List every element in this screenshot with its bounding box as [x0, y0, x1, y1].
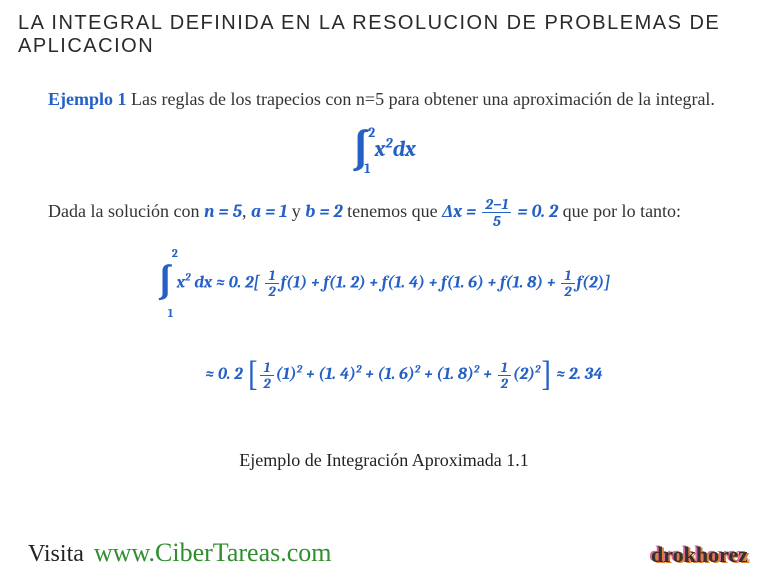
solution-suffix: que por lo tanto:: [558, 201, 681, 221]
delta-value: 0. 2: [532, 201, 558, 222]
eq1-int-lower: 1: [168, 299, 174, 328]
eq2-prefix: ≈ 0. 2: [205, 365, 246, 384]
visita-label: Visita: [28, 541, 84, 567]
example-intro: Ejemplo 1 Las reglas de los trapecios co…: [48, 86, 720, 112]
eq2-t1: (1): [276, 365, 297, 384]
sep1: ,: [242, 201, 251, 221]
integrand-exp: 2: [385, 135, 392, 152]
example-label: Ejemplo 1: [48, 89, 127, 109]
eq2-half1-den: 2: [260, 376, 273, 391]
solution-paragraph: Dada la solución con n = 5, a = 1 y b = …: [48, 193, 720, 230]
eq2-result: ≈ 2. 34: [553, 365, 603, 384]
sep2: y: [287, 201, 305, 221]
eq2-half1-num: 1: [260, 360, 273, 376]
figure-caption: Ejemplo de Integración Aproximada 1.1: [48, 450, 720, 471]
example-intro-text: Las reglas de los trapecios con n=5 para…: [127, 89, 715, 109]
delta-x: Δx = 2−15 =: [442, 201, 532, 222]
eq1-half2-num: 1: [561, 268, 574, 284]
n-expression: n = 5: [204, 201, 242, 222]
eq2-half2-num: 1: [498, 360, 511, 376]
eq1-half1-den: 2: [265, 284, 278, 299]
eq1-var: x: [177, 273, 185, 292]
a-expression: a = 1: [251, 201, 287, 222]
footer: Visita www.CiberTareas.com drokhorez dro…: [0, 538, 768, 568]
integrand-dx: dx: [393, 136, 416, 162]
eq2-t5: +: [479, 365, 495, 384]
eq2-t2: + (1. 4): [302, 365, 356, 384]
page-title: LA INTEGRAL DEFINIDA EN LA RESOLUCION DE…: [0, 0, 768, 58]
eq2-t3: + (1. 6): [362, 365, 415, 384]
eq1-half-2: 12: [561, 268, 574, 299]
content-area: Ejemplo 1 Las reglas de los trapecios co…: [0, 58, 768, 471]
brand-logo: drokhorez drokhorez drokhorez drokhorez: [651, 542, 748, 568]
eq2-half2-den: 2: [498, 376, 511, 391]
footer-left: Visita www.CiberTareas.com: [28, 538, 332, 568]
eq1-dx: dx ≈ 0. 2[: [191, 273, 264, 292]
site-url[interactable]: www.CiberTareas.com: [94, 538, 332, 567]
integrand-var: x: [375, 136, 386, 162]
delta-fraction: 2−15: [482, 196, 511, 229]
bracket-right: ]: [541, 334, 553, 416]
eq2-t4: + (1. 8): [420, 365, 474, 384]
eq1-terms: f(1) + f(1. 2) + f(1. 4) + f(1. 6) + f(1…: [281, 273, 560, 292]
solution-mid: tenemos que: [343, 201, 442, 221]
eq1-int-upper: 2: [172, 239, 178, 268]
integral-display: ∫ 2 1 x2dx: [48, 126, 720, 175]
eq2-half-1: 12: [260, 360, 273, 391]
integral-lower: 1: [364, 160, 370, 177]
eq2-last-base: (2): [513, 365, 535, 384]
brand-layer-base: drokhorez: [651, 542, 748, 567]
equals: =: [513, 201, 531, 222]
solution-prefix: Dada la solución con: [48, 201, 204, 221]
delta-label: Δx =: [442, 201, 480, 222]
delta-num: 2−1: [482, 196, 511, 213]
eq1-half2-den: 2: [561, 284, 574, 299]
equation-line-1: ∫ 2 1 x2 dx ≈ 0. 2[ 12f(1) + f(1. 2) + f…: [48, 240, 720, 326]
eq1-integral-symbol: ∫ 2 1: [158, 240, 173, 326]
bracket-left: [: [247, 334, 259, 416]
integral-upper: 2: [368, 124, 375, 141]
eq1-half1-num: 1: [265, 268, 278, 284]
equation-line-2: ≈ 0. 2 [12(1)2 + (1. 4)2 + (1. 6)2 + (1.…: [48, 334, 720, 416]
b-expression: b = 2: [305, 201, 342, 222]
delta-den: 5: [482, 213, 511, 229]
eq1-last: f(2)]: [577, 273, 611, 292]
eq1-half-1: 12: [265, 268, 278, 299]
eq2-half-2: 12: [498, 360, 511, 391]
integral-symbol: ∫ 2 1: [352, 126, 370, 175]
